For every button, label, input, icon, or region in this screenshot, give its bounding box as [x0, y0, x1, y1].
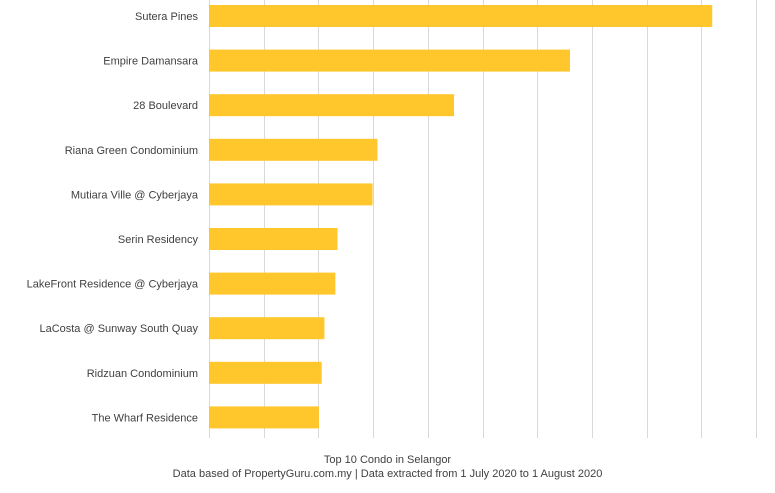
category-label: Sutera Pines: [135, 11, 198, 23]
category-label: Ridzuan Condominium: [87, 368, 198, 380]
bar: [209, 49, 571, 72]
category-labels: Sutera Pines Empire Damansara 28 Boulevard…: [27, 11, 199, 424]
category-label: The Wharf Residence: [92, 412, 198, 424]
chart-subtitle: Data based of PropertyGuru.com.my | Data…: [172, 468, 603, 480]
category-label: Serin Residency: [118, 234, 199, 246]
bar: [209, 272, 336, 295]
chart-title: Top 10 Condo in Selangor: [323, 454, 452, 466]
bar: [209, 138, 378, 161]
bar: [209, 5, 713, 27]
bar: [209, 183, 373, 206]
category-label: LaCosta @ Sunway South Quay: [39, 323, 198, 335]
bars: [209, 5, 713, 429]
bar: [209, 94, 455, 117]
category-label: Mutiara Ville @ Cyberjaya: [71, 189, 199, 201]
category-label: Empire Damansara: [103, 56, 199, 68]
bar: [209, 406, 319, 429]
bar: [209, 361, 322, 384]
category-label: 28 Boulevard: [133, 100, 198, 112]
category-label: LakeFront Residence @ Cyberjaya: [27, 279, 199, 291]
gridlines: [209, 0, 757, 438]
bar: [209, 228, 338, 250]
bar: [209, 317, 325, 340]
category-label: Riana Green Condominium: [65, 145, 198, 157]
